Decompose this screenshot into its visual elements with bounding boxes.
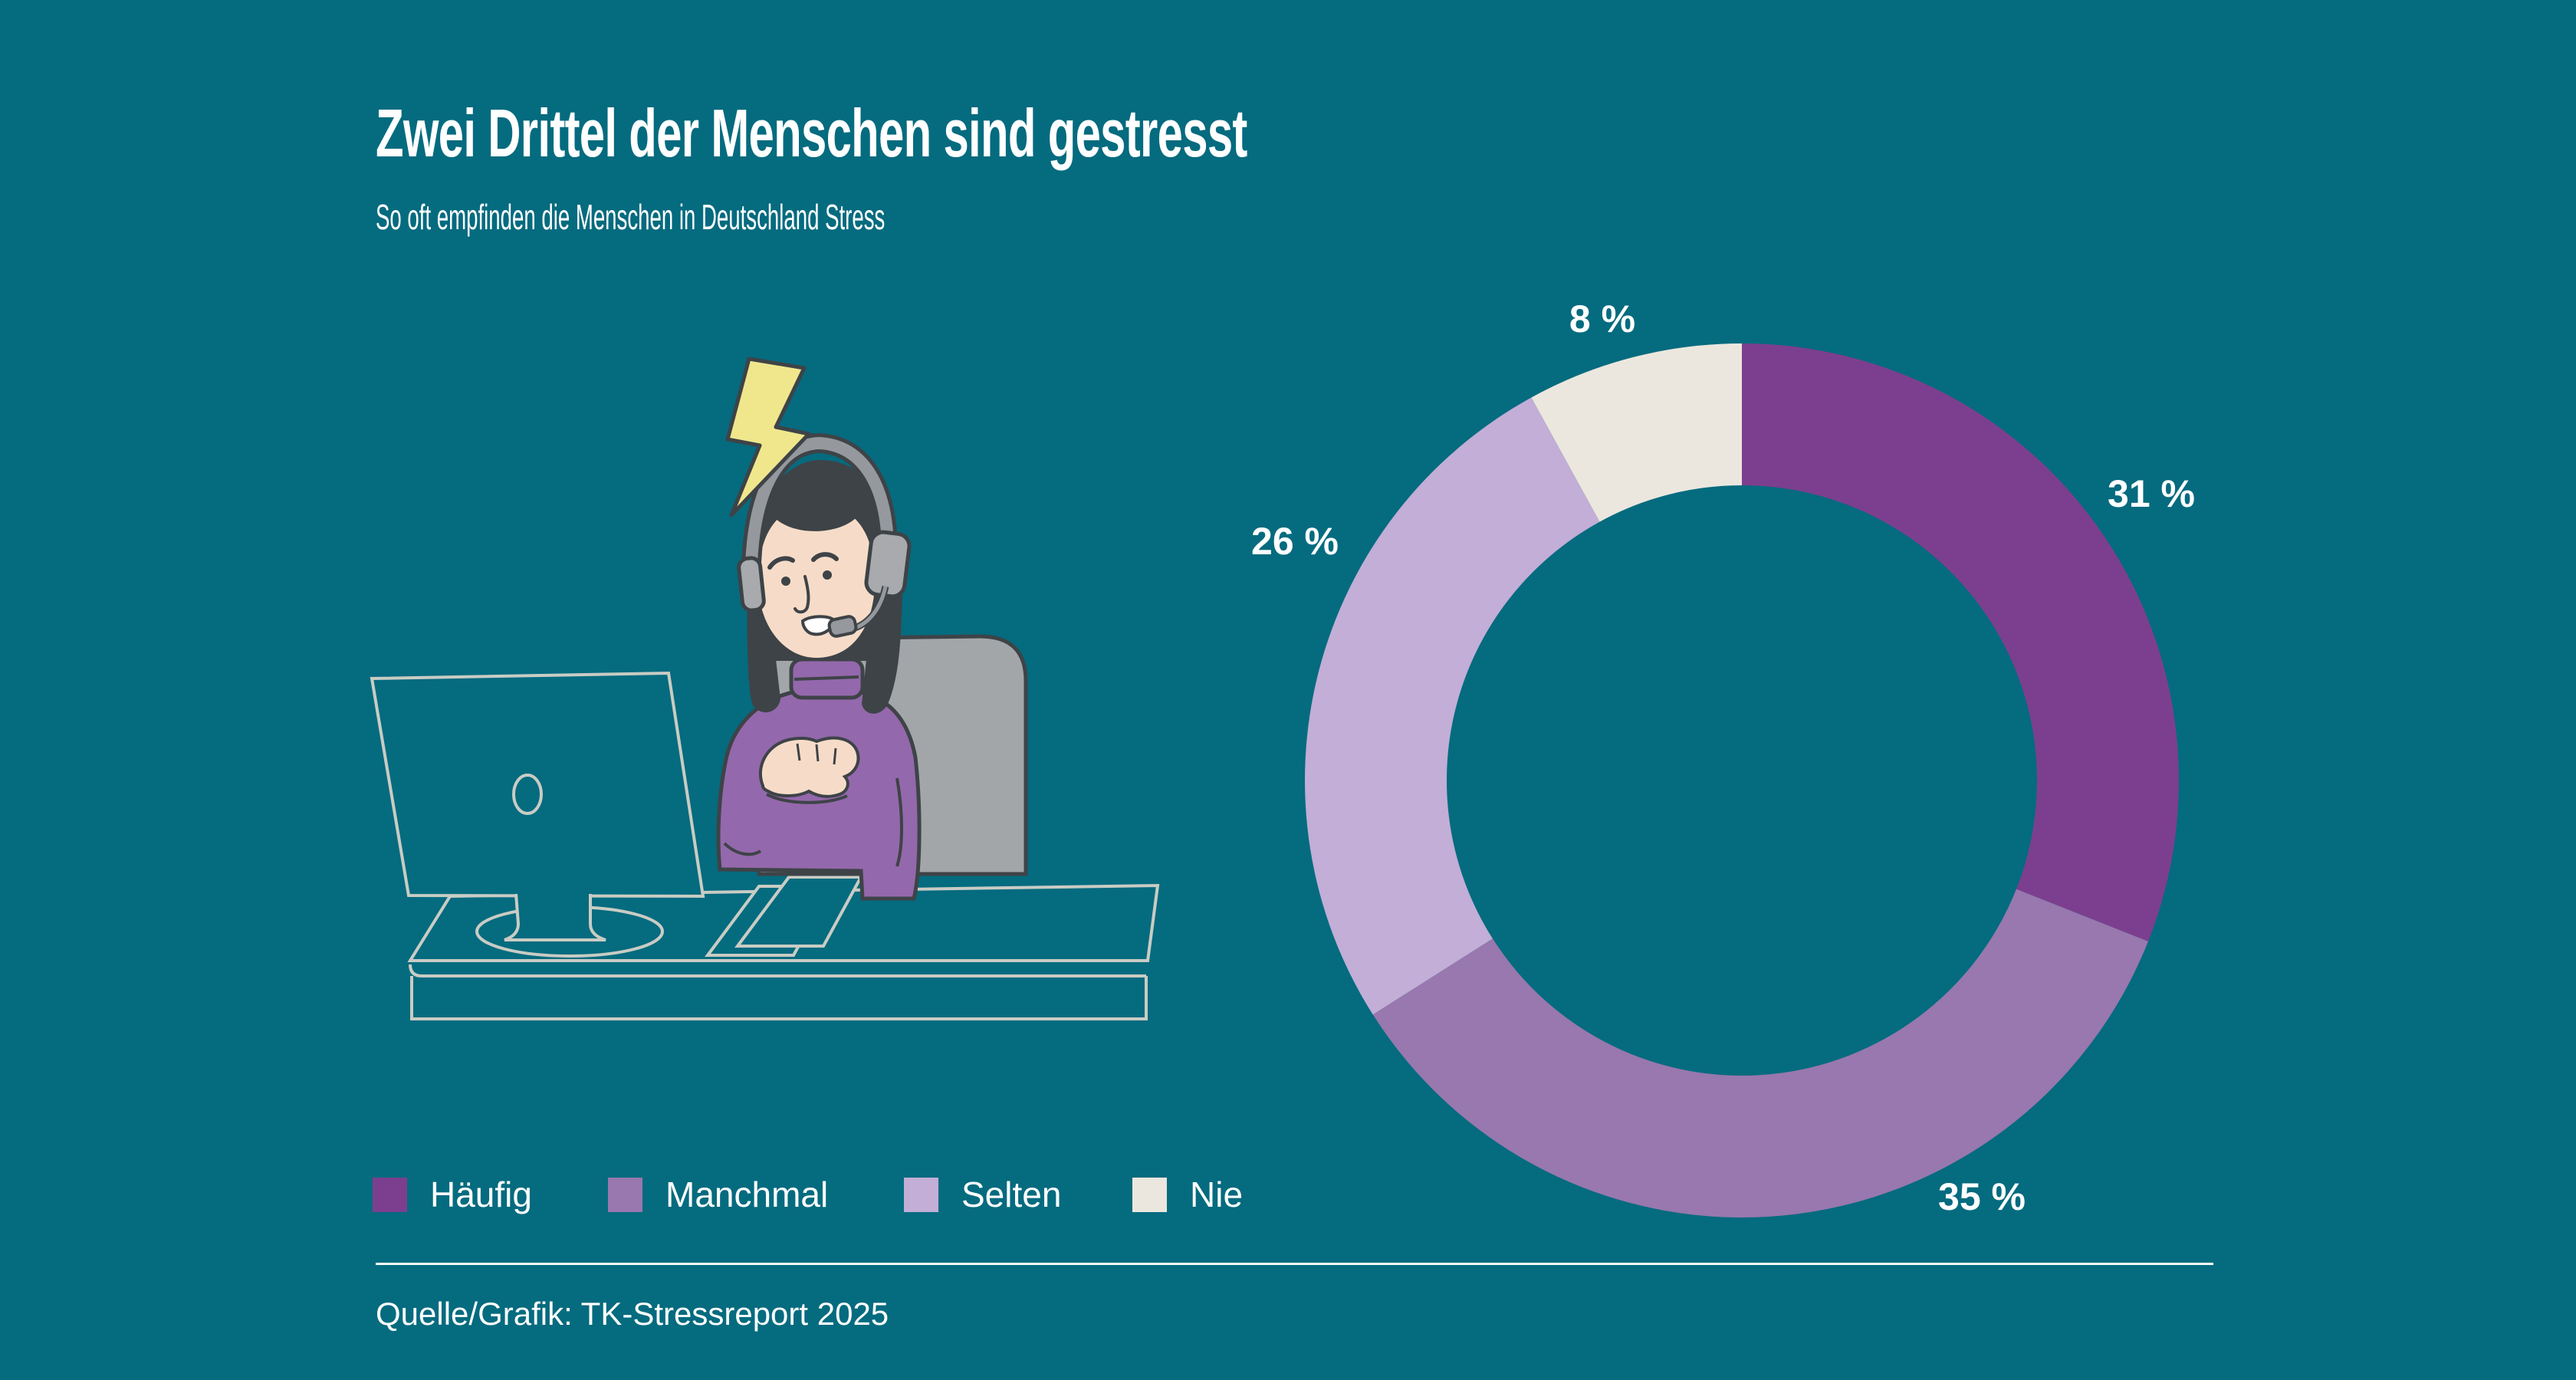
mouth: [800, 615, 836, 636]
monitor-outline: [370, 671, 705, 958]
legend-swatch-haeufig: [373, 1178, 407, 1212]
donut-label-nie: 8 %: [1569, 297, 1636, 340]
donut-label-manchmal: 35 %: [1938, 1175, 2026, 1218]
footer-divider: [376, 1263, 2213, 1265]
legend-item-haeufig: Häufig: [373, 1175, 532, 1214]
legend-swatch-selten: [904, 1178, 938, 1212]
page-title: Zwei Drittel der Menschen sind gestresst: [376, 95, 1247, 171]
legend-item-manchmal: Manchmal: [608, 1175, 829, 1214]
bangs: [754, 469, 879, 579]
legend-label-haeufig: Häufig: [430, 1175, 532, 1214]
legend-item-selten: Selten: [904, 1175, 1062, 1214]
keyboard-outline: [705, 876, 864, 957]
donut-label-selten: 26 %: [1251, 520, 1339, 563]
left-ear-cup: [737, 556, 766, 613]
legend-swatch-manchmal: [608, 1178, 642, 1212]
hand: [758, 736, 860, 804]
monitor-logo-icon: [512, 774, 543, 815]
donut-slice-manchmal: [1372, 889, 2148, 1217]
nose: [794, 575, 810, 614]
legend-label-nie: Nie: [1190, 1175, 1244, 1214]
headband: [745, 436, 894, 570]
monitor-stand: [504, 893, 606, 941]
donut-slice-nie: [1531, 343, 1742, 522]
left-eye: [781, 577, 790, 586]
donut-slice-selten: [1305, 397, 1600, 1015]
donut-chart: [1305, 343, 2179, 1217]
right-eye: [823, 570, 832, 580]
legend-item-nie: Nie: [1132, 1175, 1244, 1214]
lightning-icon: [725, 356, 811, 518]
microphone-icon: [827, 615, 858, 638]
donut-label-haeufig: 31 %: [2108, 472, 2195, 515]
legend-label-selten: Selten: [961, 1175, 1062, 1214]
right-eyebrow: [811, 552, 839, 562]
desk-outline: [407, 883, 1160, 1020]
donut-slice-häufig: [1742, 343, 2179, 941]
stressed-woman-illustration: [370, 356, 1160, 1020]
page-subtitle: So oft empfinden die Menschen in Deutsch…: [376, 197, 886, 237]
woman-body: [716, 689, 922, 901]
left-eyebrow: [767, 556, 795, 570]
headset: [737, 432, 912, 638]
legend-swatch-nie: [1132, 1178, 1167, 1212]
legend-label-manchmal: Manchmal: [665, 1175, 829, 1214]
source-credit: Quelle/Grafik: TK-Stressreport 2025: [376, 1296, 889, 1332]
